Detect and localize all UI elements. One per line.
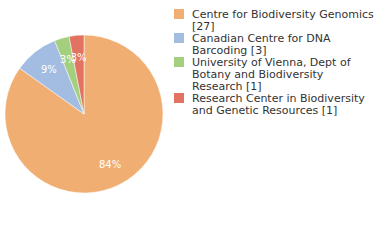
legend: Centre for Biodiversity Genomics[27]Cana… [174,8,374,117]
chart: 84%9%3%3%Centre for Biodiversity Genomic… [0,0,380,240]
legend-swatch [174,57,184,67]
legend-swatch [174,9,184,19]
legend-label: Centre for Biodiversity Genomics[27] [192,8,374,33]
legend-swatch [174,33,184,43]
legend-label: Research Center in Biodiversityand Genet… [192,92,365,117]
pie [5,35,163,193]
pie-slice [69,35,84,114]
legend-label: Canadian Centre for DNABarcoding [3] [192,32,331,57]
data-label: 84% [99,159,121,170]
legend-label: University of Vienna, Dept ofBotany and … [192,56,352,93]
data-label: 9% [41,64,57,75]
data-label: 3% [71,52,87,63]
legend-swatch [174,93,184,103]
pie-slice [5,35,163,193]
data-labels: 84%9%3%3% [41,52,121,170]
